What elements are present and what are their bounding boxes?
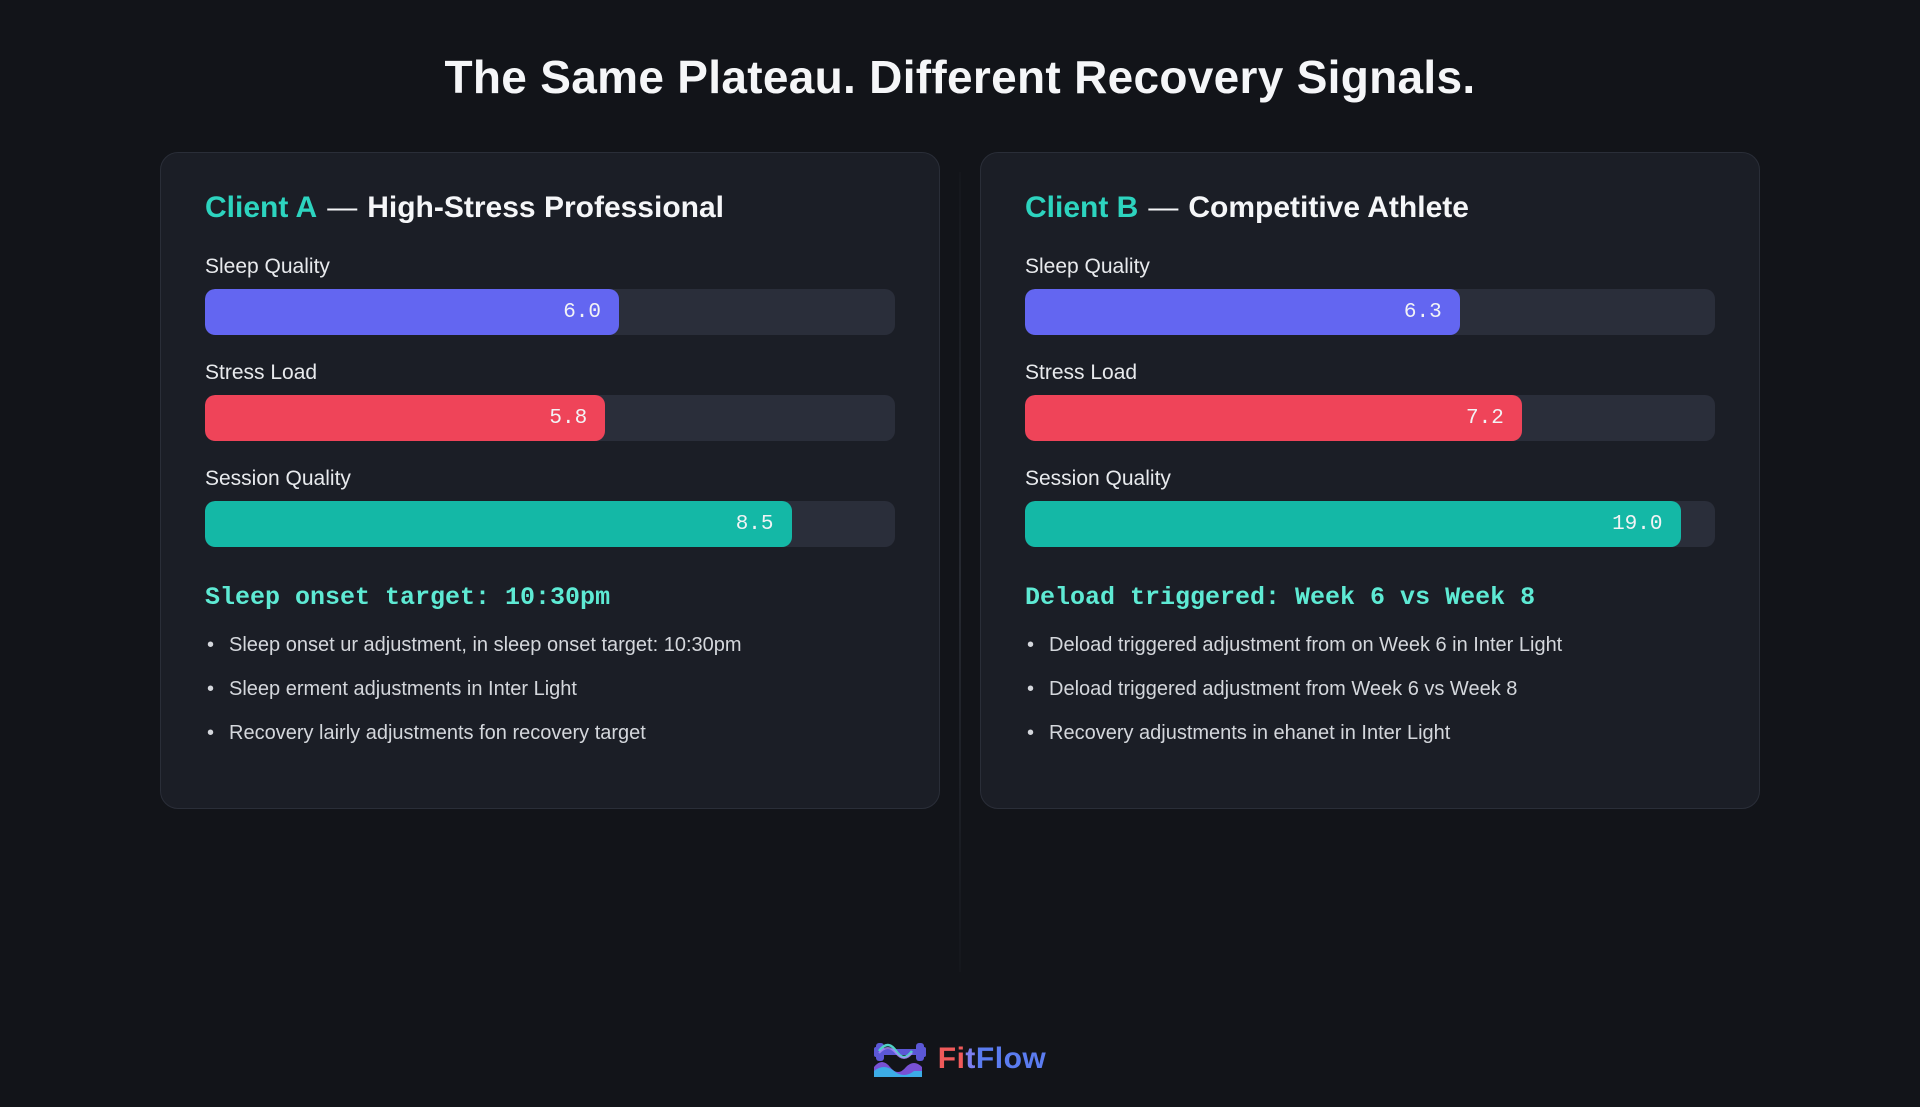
- bullet-b-0: Deload triggered adjustment from on Week…: [1025, 630, 1715, 660]
- bar-value-session-b: 19.0: [1612, 513, 1662, 536]
- metric-stress-a: Stress Load 5.8: [205, 361, 895, 441]
- metric-label-stress-b: Stress Load: [1025, 361, 1715, 385]
- bar-track-session-a: 8.5: [205, 501, 895, 547]
- metric-label-session-a: Session Quality: [205, 467, 895, 491]
- bullet-a-2: Recovery lairly adjustments fon recovery…: [205, 718, 895, 748]
- bullet-b-2: Recovery adjustments in ehanet in Inter …: [1025, 718, 1715, 748]
- metric-sleep-b: Sleep Quality 6.3: [1025, 255, 1715, 335]
- metric-label-stress-a: Stress Load: [205, 361, 895, 385]
- metric-label-sleep-a: Sleep Quality: [205, 255, 895, 279]
- bar-fill-session-a: 8.5: [205, 501, 792, 547]
- bar-fill-sleep-b: 6.3: [1025, 289, 1460, 335]
- bar-fill-stress-a: 5.8: [205, 395, 605, 441]
- metric-sleep-a: Sleep Quality 6.0: [205, 255, 895, 335]
- bar-value-sleep-a: 6.0: [563, 301, 601, 324]
- bar-fill-sleep-a: 6.0: [205, 289, 619, 335]
- metric-session-a: Session Quality 8.5: [205, 467, 895, 547]
- bullet-a-0: Sleep onset ur adjustment, in sleep onse…: [205, 630, 895, 660]
- bar-track-stress-a: 5.8: [205, 395, 895, 441]
- bar-value-sleep-b: 6.3: [1404, 301, 1442, 324]
- bar-track-sleep-b: 6.3: [1025, 289, 1715, 335]
- page-title: The Same Plateau. Different Recovery Sig…: [0, 0, 1920, 104]
- metric-stress-b: Stress Load 7.2: [1025, 361, 1715, 441]
- fitflow-logo-icon: [874, 1037, 926, 1081]
- client-a-subtitle: High-Stress Professional: [367, 191, 724, 224]
- footer-brand: FitFlow: [0, 1037, 1920, 1081]
- client-b-name: Client B: [1025, 191, 1138, 224]
- bar-value-session-a: 8.5: [736, 513, 774, 536]
- section-heading-b: Deload triggered: Week 6 vs Week 8: [1025, 583, 1715, 612]
- panels-container: Client A — High-Stress Professional Sleep …: [0, 152, 1920, 809]
- metric-label-session-b: Session Quality: [1025, 467, 1715, 491]
- metric-label-sleep-b: Sleep Quality: [1025, 255, 1715, 279]
- panel-client-b: Client B — Competitive Athlete Sleep Quali…: [980, 152, 1760, 809]
- bullet-list-b: Deload triggered adjustment from on Week…: [1025, 630, 1715, 748]
- panel-divider: [960, 172, 961, 972]
- bullet-list-a: Sleep onset ur adjustment, in sleep onse…: [205, 630, 895, 748]
- fitflow-brand-text: FitFlow: [938, 1042, 1047, 1076]
- bar-value-stress-b: 7.2: [1466, 407, 1504, 430]
- client-b-subtitle: Competitive Athlete: [1188, 191, 1469, 224]
- brand-part-t: t: [965, 1042, 976, 1075]
- brand-part-fi: Fi: [938, 1042, 966, 1075]
- brand-part-low: Flow: [976, 1042, 1046, 1075]
- client-a-name: Client A: [205, 191, 317, 224]
- panel-client-a: Client A — High-Stress Professional Sleep …: [160, 152, 940, 809]
- bar-track-session-b: 19.0: [1025, 501, 1715, 547]
- section-heading-a: Sleep onset target: 10:30pm: [205, 583, 895, 612]
- bullet-b-1: Deload triggered adjustment from Week 6 …: [1025, 674, 1715, 704]
- panel-header-a: Client A — High-Stress Professional: [205, 191, 895, 225]
- panel-header-b: Client B — Competitive Athlete: [1025, 191, 1715, 225]
- bar-value-stress-a: 5.8: [549, 407, 587, 430]
- bar-fill-stress-b: 7.2: [1025, 395, 1522, 441]
- metric-session-b: Session Quality 19.0: [1025, 467, 1715, 547]
- bullet-a-1: Sleep erment adjustments in Inter Light: [205, 674, 895, 704]
- bar-track-stress-b: 7.2: [1025, 395, 1715, 441]
- bar-fill-session-b: 19.0: [1025, 501, 1681, 547]
- bar-track-sleep-a: 6.0: [205, 289, 895, 335]
